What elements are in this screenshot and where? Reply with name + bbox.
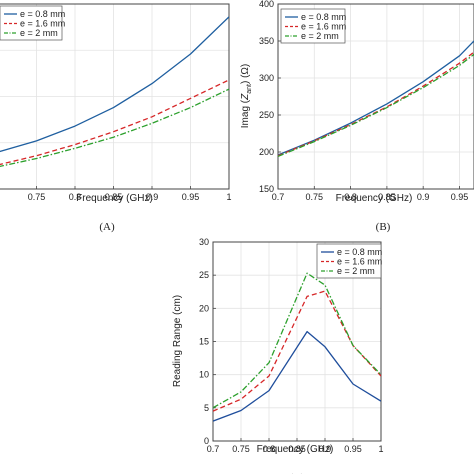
legend: e = 0.8 mme = 1.6 mme = 2 mm — [316, 243, 382, 279]
legend-label-1: e = 0.8 mm — [337, 247, 382, 257]
series-line-3 — [213, 272, 381, 409]
y-tick-label: 20 — [199, 303, 209, 313]
y-tick-label: 5 — [204, 403, 209, 413]
x-tick-label: 0.85 — [378, 192, 396, 202]
x-axis-label: Frequency (GHz) — [257, 444, 334, 455]
x-axis-label: Frequency (GHz) — [336, 193, 413, 204]
series-line-1 — [278, 40, 474, 156]
x-tick-label: 0.7 — [272, 192, 285, 202]
series-line-1 — [0, 16, 229, 153]
x-tick-label: 0.85 — [105, 192, 123, 202]
panel-label: (C) — [290, 472, 305, 474]
x-tick-label: 0.75 — [232, 444, 250, 454]
x-axis-label: Frequency (GHz) — [76, 193, 153, 204]
chart-b: 0.7 0.75 0.8 0.85 0.9 0.95 150 200 250 300 350 400 F… — [240, 0, 474, 233]
series-line-3 — [278, 53, 474, 158]
x-tick-label: 0.9 — [417, 192, 430, 202]
series-group — [278, 40, 474, 158]
legend-label-1: e = 0.8 mm — [20, 9, 65, 19]
y-tick-label: 200 — [259, 147, 274, 157]
x-tick-label: 0.7 — [207, 444, 220, 454]
x-tick-label: 0.75 — [28, 192, 46, 202]
y-tick-label: 15 — [199, 337, 209, 347]
y-tick-label: 10 — [199, 370, 209, 380]
x-tick-label: 0.95 — [182, 192, 200, 202]
y-tick-label: 25 — [199, 270, 209, 280]
y-tick-label: 30 — [199, 237, 209, 247]
y-axis-label: Imag (Zant) (Ω) — [240, 64, 253, 128]
x-tick-label: 0.75 — [306, 192, 324, 202]
y-axis-label-part: Imag ( — [240, 99, 251, 128]
x-tick-label: 0.8 — [69, 192, 82, 202]
x-tick-label: 1 — [378, 444, 383, 454]
y-tick-label: 300 — [259, 73, 274, 83]
y-tick-label: 150 — [259, 184, 274, 194]
series-line-2 — [0, 79, 229, 166]
plot-frame — [277, 3, 474, 190]
y-tick-label: 250 — [259, 110, 274, 120]
x-tick-label: 0.95 — [451, 192, 469, 202]
x-tick-label: 1 — [226, 192, 231, 202]
panel-label: (A) — [99, 221, 115, 233]
x-tick-label: 0.85 — [288, 444, 306, 454]
panel-label: (B) — [376, 221, 391, 233]
x-tick-label: 0.9 — [146, 192, 159, 202]
y-axis-label-part: ) (Ω) — [240, 64, 251, 84]
chart-a: 0.75 0.8 0.85 0.9 0.95 1 Frequency (GHz) e = 0.… — [0, 3, 232, 233]
series-line-1 — [213, 330, 381, 422]
legend-label-3: e = 2 mm — [301, 31, 339, 41]
legend: e = 0.8 mme = 1.6 mme = 2 mm — [280, 8, 346, 44]
legend-label-3: e = 2 mm — [20, 28, 58, 38]
legend-label-3: e = 2 mm — [337, 266, 375, 276]
series-group — [213, 272, 381, 422]
chart-c: 0.7 0.75 0.8 0.85 0.9 0.95 1051015202530Freque… — [172, 237, 384, 474]
y-axis-label-symbol: Z — [240, 93, 251, 101]
legend-label-2: e = 1.6 mm — [20, 19, 65, 29]
y-tick-label: 0 — [204, 436, 209, 446]
x-tick-label: 0.95 — [344, 444, 362, 454]
y-tick-label: 400 — [259, 0, 274, 9]
y-axis-label-subscript: ant — [246, 84, 253, 94]
x-tick-label: 0.8 — [263, 444, 276, 454]
y-axis-label: Reading Range (cm) — [172, 295, 183, 387]
x-tick-label: 0.8 — [344, 192, 357, 202]
grid — [0, 4, 229, 189]
y-tick-label: 350 — [259, 36, 274, 46]
legend-label-2: e = 1.6 mm — [301, 22, 346, 32]
series-line-2 — [278, 51, 474, 157]
legend: e = 0.8 mme = 1.6 mme = 2 mm — [0, 5, 65, 41]
series-line-3 — [0, 88, 229, 168]
series-group — [0, 16, 229, 168]
legend-label-2: e = 1.6 mm — [337, 257, 382, 267]
x-tick-label: 0.9 — [319, 444, 332, 454]
legend-label-1: e = 0.8 mm — [301, 12, 346, 22]
